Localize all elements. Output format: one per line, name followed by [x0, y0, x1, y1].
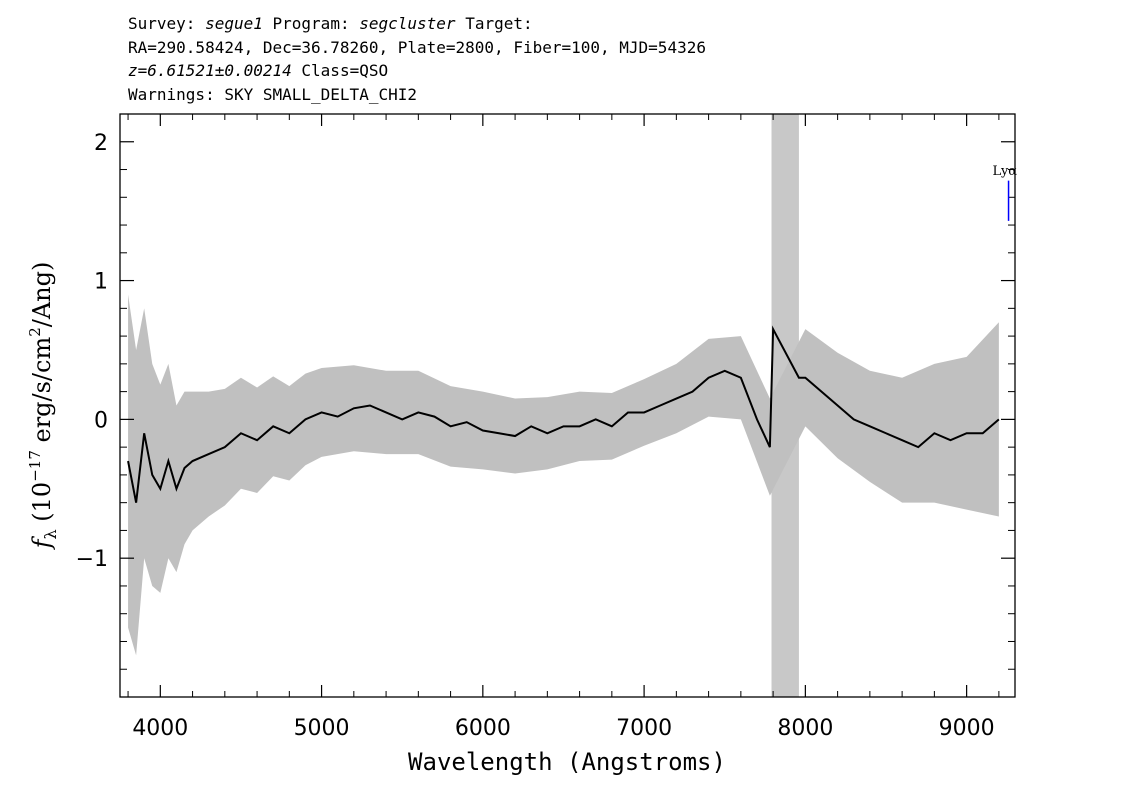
program-label: Program:	[272, 14, 350, 33]
x-axis-label: Wavelength (Angstroms)	[408, 748, 726, 776]
x-tick-label: 9000	[939, 716, 995, 741]
y-tick-label: −1	[76, 547, 108, 572]
program-value: segcluster	[359, 14, 456, 33]
y-tick-label: 0	[94, 408, 108, 433]
x-tick-label: 6000	[455, 716, 511, 741]
target-label: Target:	[465, 14, 533, 33]
x-tick-label: 4000	[132, 716, 188, 741]
flux-line-layer	[127, 325, 1000, 503]
y-tick-label: 1	[94, 270, 108, 295]
line-marker-layer: Lyα	[993, 164, 1018, 221]
plot-frame	[119, 113, 1016, 698]
flux-series-line	[127, 325, 1000, 503]
survey-label: Survey:	[128, 14, 196, 33]
x-tick-label: 5000	[294, 716, 350, 741]
header-line-redshift: z=6.61521±0.00214 Class=QSO	[128, 59, 706, 83]
header-line-coords: RA=290.58424, Dec=36.78260, Plate=2800, …	[128, 37, 706, 57]
y-tick-label: 2	[94, 131, 108, 156]
redshift-value: z=6.61521±0.00214	[128, 61, 292, 80]
y-axis-label: fλ (10−17 erg/s/cm2/Ang)	[26, 262, 60, 551]
survey-value: segue1	[205, 14, 263, 33]
error-band	[128, 294, 999, 656]
x-tick-label: 8000	[777, 716, 833, 741]
lya-marker-label: Lyα	[993, 164, 1018, 179]
spectrum-header: Survey: segue1 Program: segcluster Targe…	[128, 12, 706, 106]
x-tick-label: 7000	[616, 716, 672, 741]
axis-ticks: 4000 5000 6000 7000 8000 9000 −1 0 1 2	[76, 113, 1015, 741]
class-value: Class=QSO	[301, 61, 389, 80]
header-line-survey: Survey: segue1 Program: segcluster Targe…	[128, 12, 706, 36]
error-band-layer	[128, 294, 999, 656]
header-line-warnings: Warnings: SKY SMALL_DELTA_CHI2	[128, 84, 417, 104]
